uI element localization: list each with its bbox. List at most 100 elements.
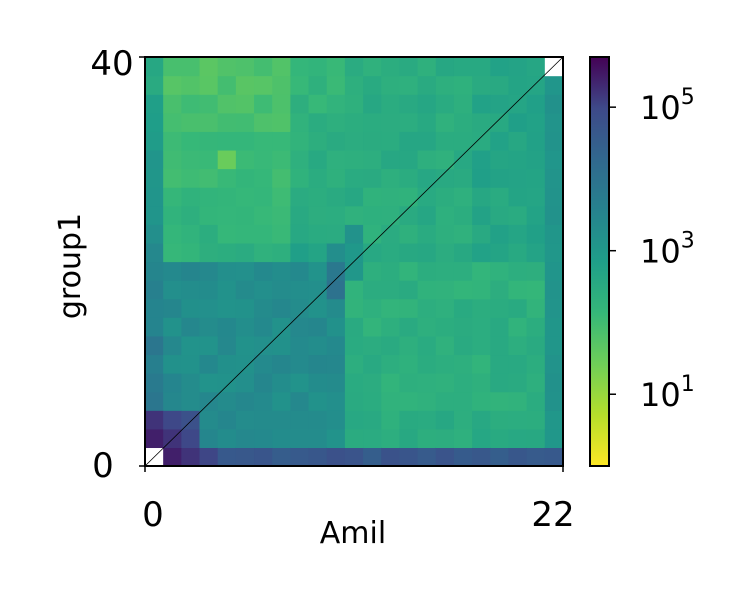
heatmap-cell (145, 242, 164, 263)
heatmap-cell (381, 57, 401, 77)
heatmap-cell (181, 75, 201, 95)
heatmap-cell (163, 410, 182, 430)
x-tick-label-left: 0 (142, 495, 164, 535)
heatmap-cell (417, 373, 437, 393)
heatmap-cell (490, 410, 510, 430)
heatmap-cell (272, 447, 291, 466)
heatmap-cell (235, 187, 255, 207)
plot-frame (144, 56, 564, 467)
heatmap-cell (235, 224, 255, 244)
heatmap-cell (435, 373, 455, 393)
heatmap-cell (163, 131, 182, 151)
heatmap-cell (163, 224, 182, 244)
heatmap-cell (472, 168, 491, 188)
heatmap-cell (326, 224, 346, 244)
heatmap-cell (453, 242, 473, 263)
heatmap-cell (526, 75, 546, 95)
heatmap-cell (272, 205, 291, 225)
heatmap-cell (181, 57, 201, 77)
heatmap-cell (544, 131, 563, 151)
heatmap-cell (199, 168, 219, 188)
heatmap-cell (508, 447, 528, 466)
heatmap-cell (544, 354, 563, 374)
heatmap-cell (544, 75, 563, 95)
heatmap-cell (344, 354, 364, 374)
heatmap-cell (235, 168, 255, 188)
heatmap-cell (217, 428, 237, 449)
heatmap-cell (544, 391, 563, 411)
heatmap-cell (272, 224, 291, 244)
heatmap-cell (254, 131, 273, 151)
heatmap-cell (381, 298, 401, 318)
heatmap-cell (435, 410, 455, 430)
heatmap-cell (508, 149, 528, 170)
heatmap-cell (181, 261, 201, 281)
heatmap-cell (163, 317, 182, 337)
heatmap-cell (163, 335, 182, 356)
heatmap-cell (435, 149, 455, 170)
heatmap-cell (544, 242, 563, 263)
heatmap-cell (417, 224, 437, 244)
colorbar-tick-label: 103 (640, 229, 695, 271)
heatmap-cell (344, 168, 364, 188)
heatmap-cell (381, 168, 401, 188)
y-axis: 40 0 group1 (53, 44, 145, 486)
heatmap-cell (326, 261, 346, 281)
heatmap-cell (490, 75, 510, 95)
heatmap-cell (399, 168, 419, 188)
heatmap-cell (181, 354, 201, 374)
heatmap-cell (217, 280, 237, 300)
heatmap-cell (235, 391, 255, 411)
heatmap-cell (472, 317, 491, 337)
heatmap-cell (163, 94, 182, 114)
heatmap-cell (326, 75, 346, 95)
heatmap-cell (508, 354, 528, 374)
heatmap-cell (363, 373, 382, 393)
heatmap-cell (326, 131, 346, 151)
heatmap-cell (308, 410, 328, 430)
heatmap-cell (145, 298, 164, 318)
heatmap-cell (508, 205, 528, 225)
heatmap-cell (508, 335, 528, 356)
heatmap-cell (272, 57, 291, 77)
heatmap-cell (217, 224, 237, 244)
heatmap-cell (417, 280, 437, 300)
heatmap-cell (453, 205, 473, 225)
heatmap-cell (235, 131, 255, 151)
heatmap-cell (508, 298, 528, 318)
heatmap-cell (254, 280, 273, 300)
heatmap-cell (490, 168, 510, 188)
heatmap-cell (453, 57, 473, 77)
heatmap-cell (381, 447, 401, 466)
heatmap-cell (254, 261, 273, 281)
heatmap-cell (217, 168, 237, 188)
heatmap-cell (508, 280, 528, 300)
heatmap-cell (508, 187, 528, 207)
heatmap-cell (381, 131, 401, 151)
heatmap-cell (181, 168, 201, 188)
heatmap-cell (199, 373, 219, 393)
heatmap-cell (181, 298, 201, 318)
heatmap-cell (326, 57, 346, 77)
heatmap-cell (453, 373, 473, 393)
heatmap-cell (235, 298, 255, 318)
heatmap-cell (344, 205, 364, 225)
heatmap-cell (526, 317, 546, 337)
heatmap-cell (290, 242, 310, 263)
heatmap-cell (199, 391, 219, 411)
heatmap-cell (453, 94, 473, 114)
heatmap-cell (453, 168, 473, 188)
heatmap-cell (326, 428, 346, 449)
heatmap-cell (145, 94, 164, 114)
heatmap-cell (363, 224, 382, 244)
heatmap-cell (453, 428, 473, 449)
heatmap-cell (399, 447, 419, 466)
heatmap-cell (490, 447, 510, 466)
heatmap-cell (290, 187, 310, 207)
heatmap-cell (344, 149, 364, 170)
x-tick-label-right: 22 (531, 495, 574, 535)
heatmap-cell (435, 354, 455, 374)
heatmap-cell (453, 131, 473, 151)
heatmap-cell (272, 75, 291, 95)
